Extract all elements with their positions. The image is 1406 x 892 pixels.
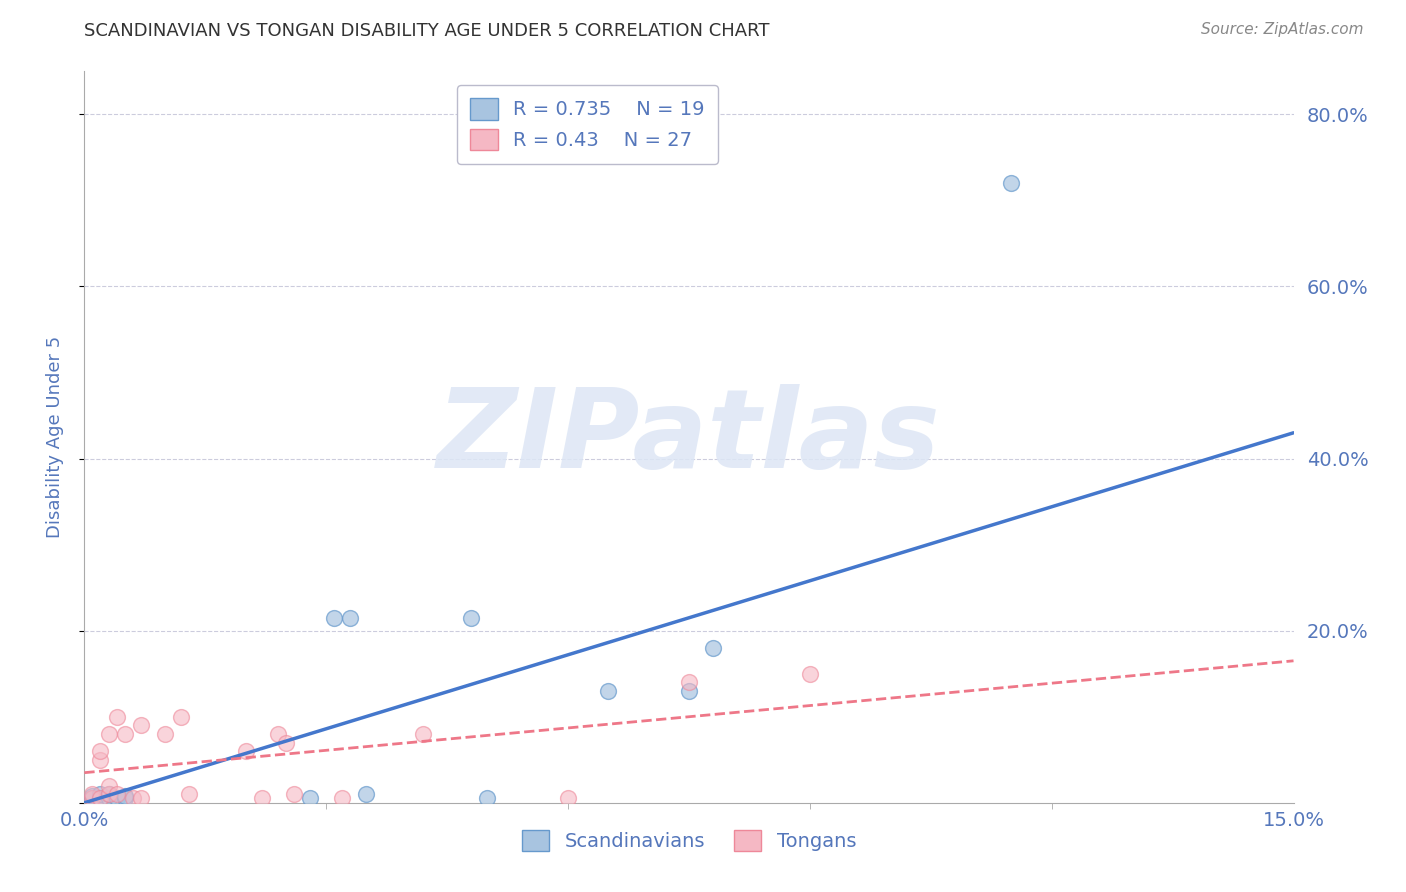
Point	[250, 791, 273, 805]
Legend: Scandinavians, Tongans: Scandinavians, Tongans	[513, 822, 865, 859]
Point	[330, 791, 353, 805]
Point	[153, 727, 176, 741]
Point	[114, 789, 136, 803]
Point	[460, 611, 482, 625]
Point	[179, 787, 201, 801]
Point	[299, 791, 322, 805]
Point	[339, 611, 361, 625]
Point	[82, 791, 104, 805]
Point	[274, 735, 297, 749]
Point	[557, 791, 579, 805]
Point	[598, 684, 620, 698]
Point	[412, 727, 434, 741]
Point	[1000, 176, 1022, 190]
Point	[82, 789, 104, 803]
Point	[678, 684, 700, 698]
Point	[105, 710, 128, 724]
Point	[799, 666, 821, 681]
Point	[97, 787, 120, 801]
Point	[129, 791, 152, 805]
Point	[82, 791, 104, 805]
Point	[97, 727, 120, 741]
Point	[97, 791, 120, 805]
Point	[114, 791, 136, 805]
Y-axis label: Disability Age Under 5: Disability Age Under 5	[45, 336, 63, 538]
Point	[702, 640, 724, 655]
Point	[105, 791, 128, 805]
Point	[89, 753, 111, 767]
Point	[97, 779, 120, 793]
Point	[356, 787, 378, 801]
Point	[82, 787, 104, 801]
Point	[283, 787, 305, 801]
Point	[114, 727, 136, 741]
Point	[235, 744, 257, 758]
Point	[477, 791, 499, 805]
Point	[89, 787, 111, 801]
Point	[89, 744, 111, 758]
Point	[678, 675, 700, 690]
Text: SCANDINAVIAN VS TONGAN DISABILITY AGE UNDER 5 CORRELATION CHART: SCANDINAVIAN VS TONGAN DISABILITY AGE UN…	[84, 22, 770, 40]
Point	[267, 727, 290, 741]
Text: Source: ZipAtlas.com: Source: ZipAtlas.com	[1201, 22, 1364, 37]
Point	[97, 787, 120, 801]
Point	[170, 710, 193, 724]
Point	[89, 791, 111, 805]
Point	[121, 791, 143, 805]
Text: ZIPatlas: ZIPatlas	[437, 384, 941, 491]
Point	[323, 611, 346, 625]
Point	[105, 787, 128, 801]
Point	[129, 718, 152, 732]
Point	[89, 791, 111, 805]
